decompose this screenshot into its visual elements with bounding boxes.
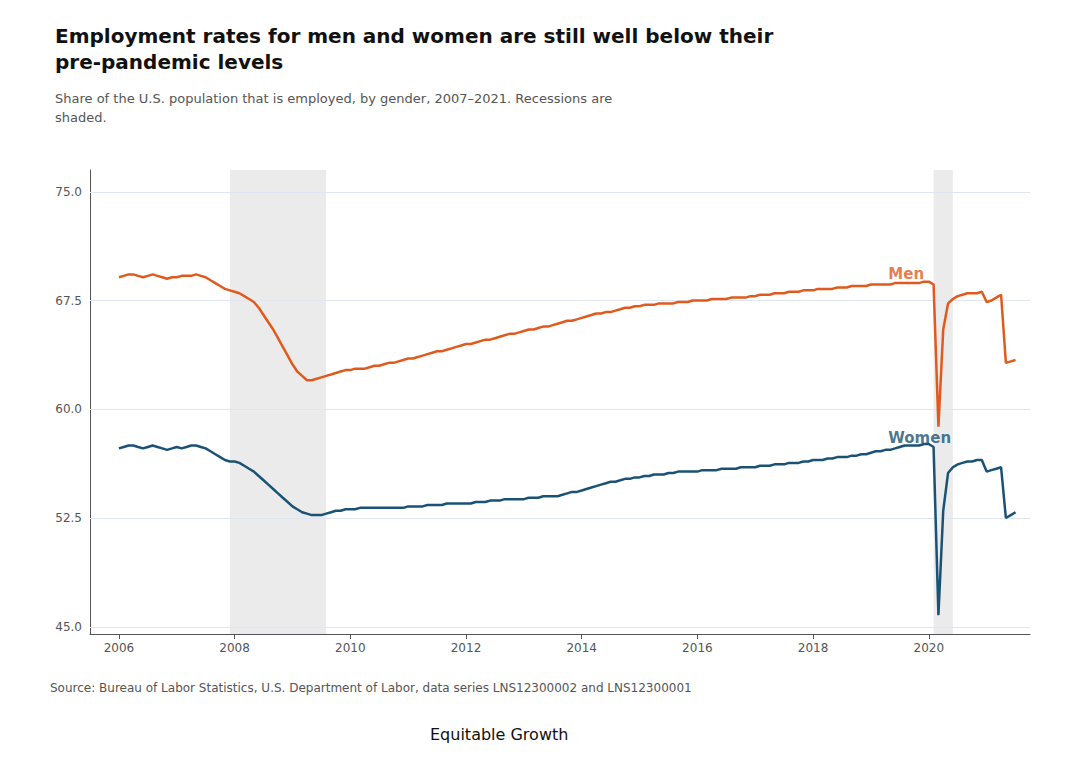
svg-text:2014: 2014: [566, 641, 597, 655]
svg-text:2018: 2018: [798, 641, 829, 655]
svg-text:2010: 2010: [335, 641, 366, 655]
svg-text:60.0: 60.0: [55, 402, 82, 416]
svg-text:67.5: 67.5: [55, 294, 82, 308]
svg-text:2008: 2008: [219, 641, 250, 655]
svg-text:Employment rates for men and w: Employment rates for men and women are s…: [55, 24, 773, 48]
svg-text:Source: Bureau of Labor Statis: Source: Bureau of Labor Statistics, U.S.…: [50, 681, 692, 695]
svg-text:52.5: 52.5: [55, 511, 82, 525]
svg-text:2020: 2020: [913, 641, 944, 655]
svg-text:2006: 2006: [104, 641, 135, 655]
svg-text:Women: Women: [888, 429, 951, 447]
svg-text:2012: 2012: [451, 641, 482, 655]
svg-text:Equitable Growth: Equitable Growth: [430, 725, 568, 744]
svg-text:Men: Men: [888, 265, 924, 283]
svg-text:shaded.: shaded.: [55, 110, 107, 125]
svg-text:pre-pandemic levels: pre-pandemic levels: [55, 50, 283, 74]
svg-text:2016: 2016: [682, 641, 713, 655]
svg-text:Share of the U.S. population t: Share of the U.S. population that is emp…: [55, 91, 612, 106]
svg-text:45.0: 45.0: [55, 620, 82, 634]
svg-text:75.0: 75.0: [55, 185, 82, 199]
